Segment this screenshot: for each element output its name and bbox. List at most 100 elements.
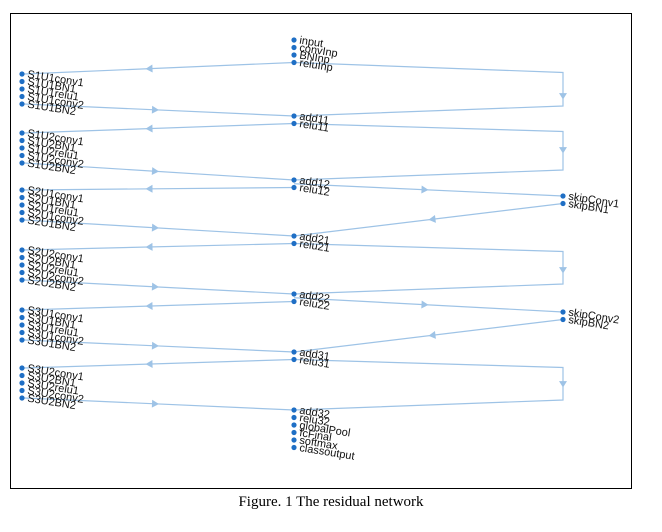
label-convInp: convInp: [299, 42, 339, 60]
arrow-add31-skip: [559, 381, 567, 388]
label-relu11: relu11: [299, 118, 330, 135]
label-relu12: relu12: [299, 182, 331, 199]
node-S1U2BN1: [19, 137, 25, 144]
arrow-s3u1-to-add31: [151, 341, 159, 350]
node-S1U2conv2: [19, 152, 25, 159]
edge-add21-skip: [293, 242, 564, 295]
node-S3U1BN1: [19, 314, 25, 321]
node-S2U1BN1: [19, 194, 25, 201]
arrow-input-to-s1u1: [145, 64, 153, 73]
node-add11: [291, 113, 297, 119]
node-S3U1conv2: [19, 329, 25, 336]
arrow-add12-to-s2u1: [145, 184, 153, 193]
node-globalPool: [291, 422, 297, 428]
node-S1U2conv1: [19, 130, 25, 136]
label-fcFinal: fcFinal: [299, 427, 333, 444]
label-add32: add32: [299, 405, 331, 422]
node-relu32: [291, 414, 297, 421]
node-classoutput: [291, 444, 297, 451]
node-S2U2relu1: [19, 262, 25, 268]
edge-add21-to-s2u2: [23, 242, 295, 251]
node-softmax: [291, 437, 297, 443]
arrow-add21-to-s2u2: [145, 242, 153, 251]
node-convInp: [291, 44, 297, 51]
node-add12: [291, 177, 297, 183]
arrow-s2u1-to-add21: [151, 223, 159, 232]
label-input: input: [299, 35, 324, 51]
node-relu22: [291, 298, 297, 305]
label-relu32: relu32: [299, 412, 331, 429]
node-reluInp: [291, 59, 297, 66]
label-add21: add21: [299, 231, 331, 248]
node-skipConv1: [560, 193, 566, 199]
edge-input-skip: [293, 61, 564, 117]
arrow-add22-to-skip2: [421, 300, 429, 309]
arrow-s1u2-to-add12: [151, 167, 159, 176]
edge-add11-to-s1u2: [23, 122, 295, 134]
arrow-s3u2-to-add32: [151, 399, 159, 408]
node-S1U1BN2: [19, 101, 25, 107]
node-S2U2conv1: [19, 247, 25, 253]
arrow-input-skip: [559, 93, 567, 100]
node-fcFinal: [291, 429, 297, 436]
arrow-add31-to-s3u2: [145, 359, 153, 368]
arrow-s2u2-to-add22: [151, 282, 159, 291]
arrow-add11-skip: [559, 147, 567, 154]
node-S3U2BN2: [19, 395, 25, 401]
arrow-add11-to-s1u2: [145, 124, 153, 133]
node-skipBN2: [560, 316, 566, 323]
node-S1U1relu1: [19, 86, 25, 92]
edge-add22-to-s3u1: [23, 300, 295, 311]
node-relu11: [291, 120, 297, 127]
node-S1U1conv2: [19, 93, 25, 100]
edge-input-to-s1u1: [23, 61, 295, 75]
node-S2U2conv2: [19, 269, 25, 276]
node-S2U2BN1: [19, 254, 25, 261]
arrow-add22-to-s3u1: [145, 301, 153, 310]
arrow-s1u1-to-add11: [151, 105, 159, 114]
node-skipConv2: [560, 309, 566, 315]
node-S1U2relu1: [19, 145, 25, 151]
arrow-add12-to-skip1: [421, 185, 429, 194]
edge-add11-skip: [293, 122, 564, 181]
node-S1U1conv1: [19, 71, 25, 77]
label-add11: add11: [299, 111, 330, 128]
label-relu21: relu21: [299, 238, 331, 255]
node-S3U2relu1: [19, 380, 25, 386]
label-relu31: relu31: [299, 354, 331, 371]
edge-s2u1-to-add21: [23, 219, 295, 237]
arrow-skip1-to-add21: [428, 214, 436, 223]
node-relu31: [291, 356, 297, 363]
edge-add12-to-s2u1: [23, 186, 295, 191]
node-S3U1BN2: [19, 337, 25, 343]
node-BNInp: [291, 52, 297, 58]
label-relu22: relu22: [299, 296, 331, 313]
edge-add31-skip: [293, 358, 564, 411]
label-BNInp: BNInp: [299, 50, 331, 67]
edge-add22-to-skip2: [293, 297, 564, 313]
node-relu12: [291, 184, 297, 191]
node-input: [291, 37, 297, 43]
node-S1U1BN1: [19, 78, 25, 85]
label-add12: add12: [299, 175, 331, 192]
node-S3U1relu1: [19, 322, 25, 328]
label-add22: add22: [299, 289, 331, 306]
node-skipBN1: [560, 200, 566, 207]
node-S3U2conv1: [19, 365, 25, 371]
node-S3U1conv1: [19, 307, 25, 313]
node-add32: [291, 407, 297, 413]
node-S1U2BN2: [19, 160, 25, 166]
arrow-add21-skip: [559, 267, 567, 274]
node-S2U1conv1: [19, 187, 25, 193]
node-S2U1BN2: [19, 217, 25, 223]
node-add22: [291, 291, 297, 297]
node-add31: [291, 349, 297, 355]
node-S3U2BN1: [19, 372, 25, 379]
node-S3U2conv2: [19, 387, 25, 394]
node-S2U1relu1: [19, 202, 25, 208]
node-S2U1conv2: [19, 209, 25, 216]
edge-add31-to-s3u2: [23, 358, 295, 369]
label-reluInp: reluInp: [299, 57, 334, 74]
node-S2U2BN2: [19, 277, 25, 283]
